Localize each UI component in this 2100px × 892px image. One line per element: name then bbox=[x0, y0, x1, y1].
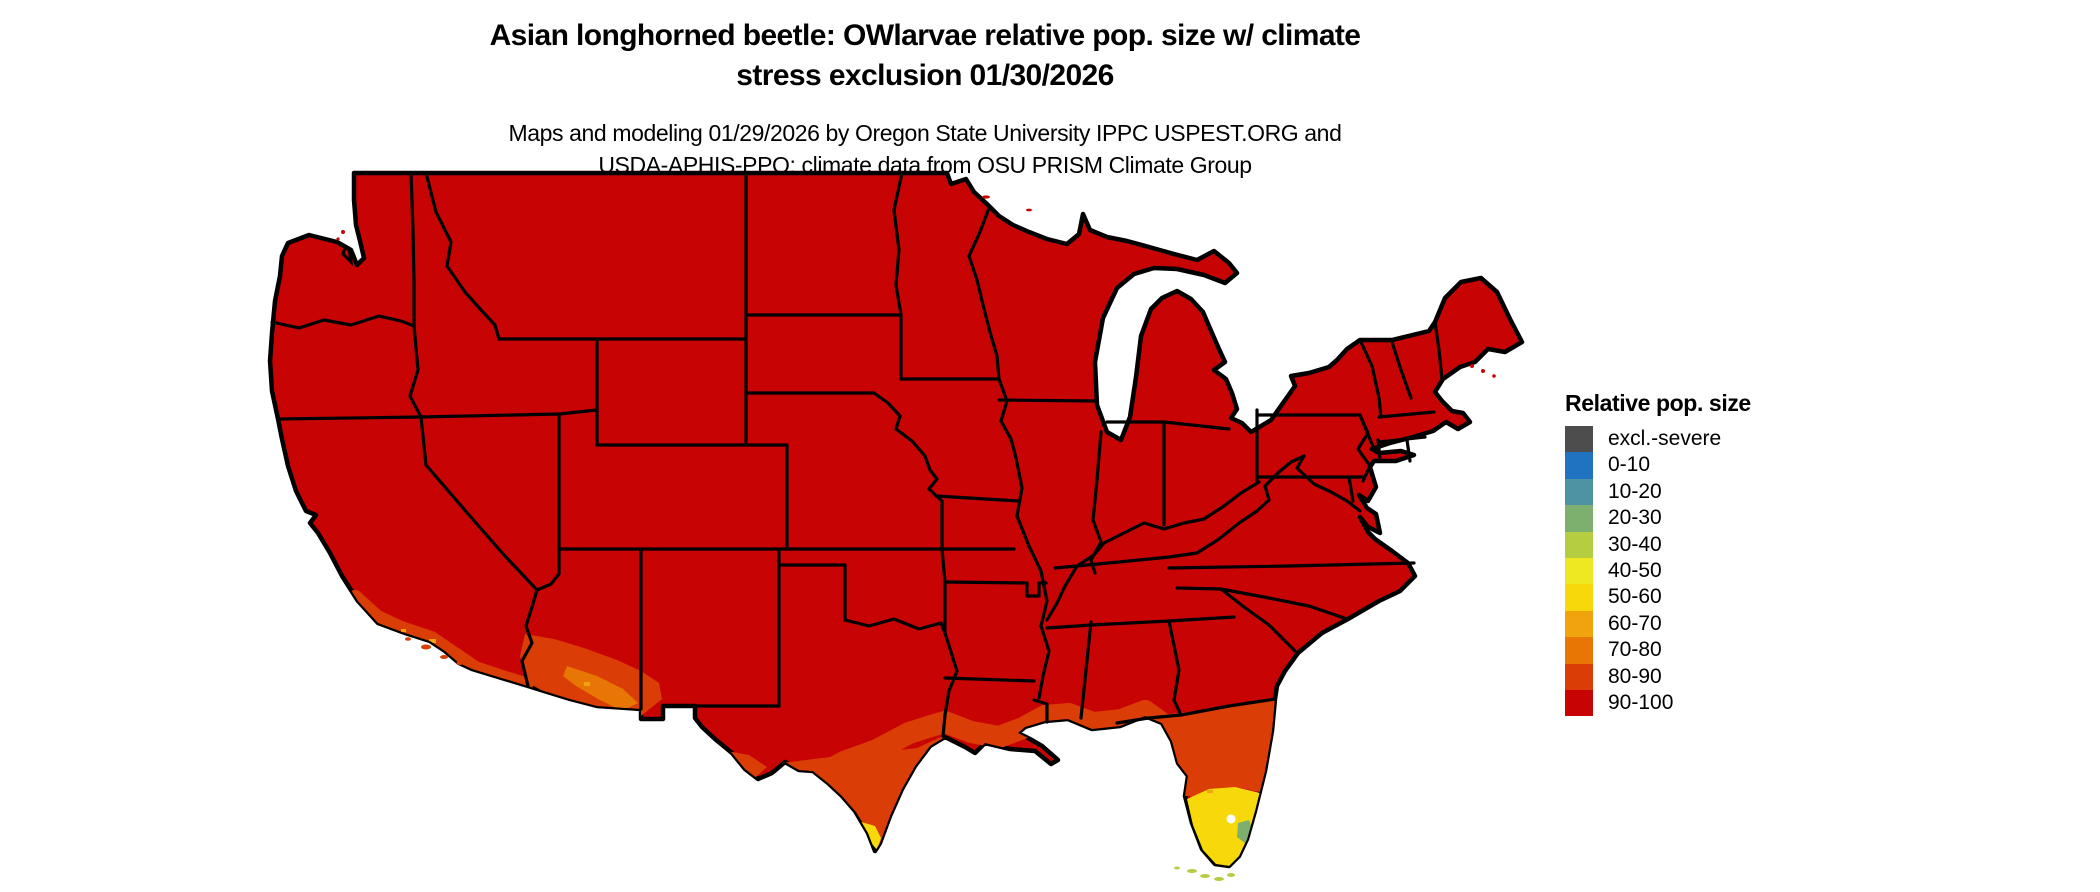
legend-row: 0-10 bbox=[1565, 452, 1865, 479]
region-north-florida-80-90 bbox=[1132, 699, 1275, 799]
lake-island-speck bbox=[1026, 208, 1032, 212]
state-borders bbox=[270, 171, 1444, 738]
legend-row: 80-90 bbox=[1565, 663, 1865, 690]
region-south-florida-50-60 bbox=[1187, 787, 1262, 866]
legend-label: 20-30 bbox=[1608, 506, 1662, 530]
legend-row: 60-70 bbox=[1565, 610, 1865, 638]
legend-label: 10-20 bbox=[1608, 479, 1662, 503]
legend-title: Relative pop. size bbox=[1565, 390, 1751, 416]
legend-row: excl.-severe bbox=[1565, 426, 1865, 453]
region-south-texas-80-90 bbox=[782, 736, 943, 851]
maine-coast-island bbox=[1470, 364, 1474, 368]
channel-island bbox=[456, 661, 464, 665]
legend-swatch-60-70 bbox=[1565, 610, 1593, 638]
region-socal-coast-80-90 bbox=[347, 590, 533, 693]
legend-row: 50-60 bbox=[1565, 584, 1865, 611]
page-subtitle: Maps and modeling 01/29/2026 by Oregon S… bbox=[250, 118, 1600, 181]
legend-label: 0-10 bbox=[1608, 453, 1651, 477]
florida-keys-30-40 bbox=[1187, 869, 1197, 873]
legend-label: 30-40 bbox=[1608, 532, 1662, 556]
channel-island bbox=[421, 644, 431, 650]
legend-swatch-20-30 bbox=[1565, 505, 1593, 532]
speck-arizona-60-70 bbox=[584, 682, 590, 686]
legend-swatch-50-60 bbox=[1565, 584, 1593, 611]
legend-label: 60-70 bbox=[1608, 611, 1662, 635]
legend-swatch-40-50 bbox=[1565, 557, 1593, 585]
us-map-svg bbox=[267, 170, 1525, 881]
legend-label: 90-100 bbox=[1608, 690, 1674, 714]
maine-coast-island bbox=[1481, 369, 1485, 373]
legend-label: excl.-severe bbox=[1608, 427, 1722, 450]
subtitle-line-1: Maps and modeling 01/29/2026 by Oregon S… bbox=[508, 120, 1342, 146]
map-legend: Relative pop. size excl.-severe 0-10 10-… bbox=[1565, 390, 1865, 717]
florida-keys-30-40 bbox=[1174, 866, 1180, 870]
legend-label: 80-90 bbox=[1608, 664, 1662, 688]
title-line-1: Asian longhorned beetle: OWlarvae relati… bbox=[489, 19, 1361, 52]
san-juan-island-speck bbox=[336, 237, 340, 241]
legend-label: 40-50 bbox=[1608, 558, 1662, 582]
channel-island bbox=[405, 637, 411, 641]
legend-swatch-90-100 bbox=[1565, 689, 1593, 717]
legend-swatch-excl-severe bbox=[1565, 426, 1593, 453]
legend-swatch-80-90 bbox=[1565, 663, 1593, 690]
title-line-2: stress exclusion 01/30/2026 bbox=[736, 58, 1114, 92]
legend-row: 40-50 bbox=[1565, 557, 1865, 585]
legend-row: 10-20 bbox=[1565, 478, 1865, 506]
legend-row: 70-80 bbox=[1565, 637, 1865, 664]
speck-florida-60-70 bbox=[1207, 790, 1213, 793]
legend-row: 30-40 bbox=[1565, 531, 1865, 558]
islands-and-small-features bbox=[336, 195, 1496, 881]
legend-label: 70-80 bbox=[1608, 638, 1662, 662]
page-title: Asian longhorned beetle: OWlarvae relati… bbox=[250, 16, 1600, 96]
legend-row: 20-30 bbox=[1565, 505, 1865, 532]
us-choropleth-map bbox=[228, 170, 1540, 892]
speck-socal-60-70 bbox=[429, 639, 436, 643]
florida-keys-30-40 bbox=[1214, 877, 1224, 881]
isle-royale-speck bbox=[982, 195, 990, 199]
legend-swatch-30-40 bbox=[1565, 531, 1593, 558]
region-southwest-arizona-70-80 bbox=[563, 666, 638, 711]
florida-keys-30-40 bbox=[1227, 873, 1235, 877]
region-big-bend-80-90 bbox=[726, 751, 767, 777]
legend-swatch-0-10 bbox=[1565, 452, 1593, 479]
speck-socal-60-70-b bbox=[401, 629, 406, 632]
legend-swatch-70-80 bbox=[1565, 637, 1593, 664]
legend-label: 50-60 bbox=[1608, 585, 1662, 609]
lake-okeechobee bbox=[1226, 814, 1236, 824]
florida-keys-30-40 bbox=[1200, 874, 1210, 878]
channel-island bbox=[440, 655, 448, 659]
maine-coast-island bbox=[1492, 374, 1496, 378]
san-juan-island-speck bbox=[341, 230, 345, 234]
legend-row: 90-100 bbox=[1565, 689, 1865, 717]
legend-swatch-10-20 bbox=[1565, 478, 1593, 506]
